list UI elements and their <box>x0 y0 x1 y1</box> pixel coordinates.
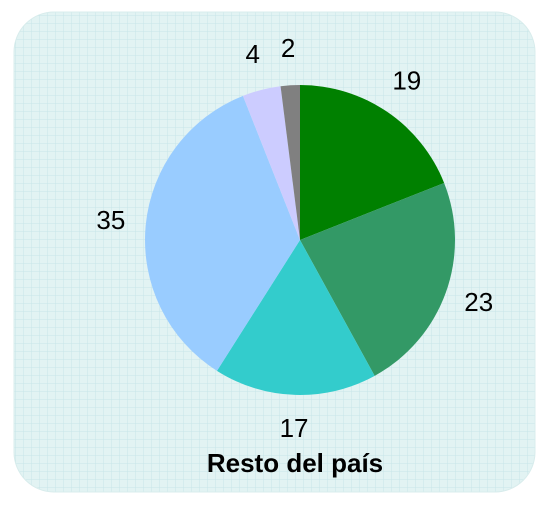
data-label: 17 <box>280 413 309 443</box>
data-label: 19 <box>392 66 421 96</box>
data-label: 2 <box>281 33 295 63</box>
data-label: 4 <box>246 39 260 69</box>
data-label: 35 <box>96 205 125 235</box>
pie-slice <box>300 85 445 240</box>
pie <box>144 85 455 395</box>
pie-slice <box>300 182 455 376</box>
pie-slice <box>242 86 300 240</box>
data-label: 23 <box>464 287 493 317</box>
pie-slice <box>216 240 375 395</box>
pie-slice <box>144 95 300 371</box>
pie-slice <box>280 85 300 240</box>
chart-title: Resto del país <box>207 448 383 478</box>
